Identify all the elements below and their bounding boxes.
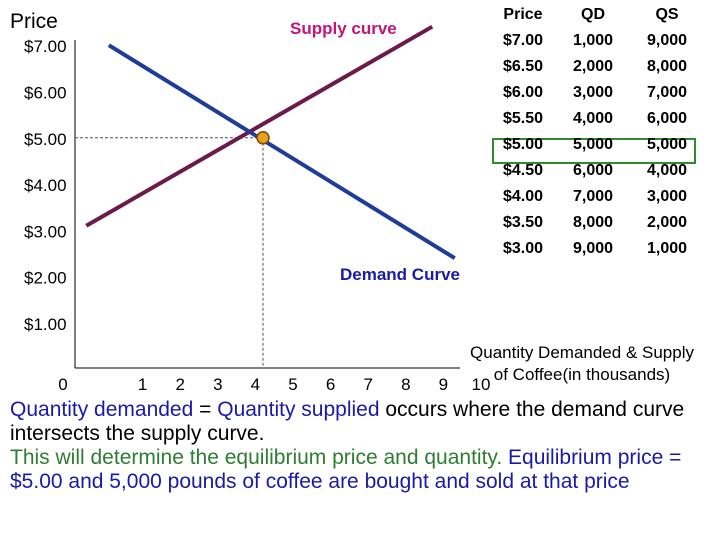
- demand-curve: [107, 43, 456, 260]
- table-cell: 9,000: [572, 240, 614, 257]
- table-cell: 3,000: [646, 188, 688, 205]
- x-tick-label: 4: [251, 375, 260, 394]
- x-tick-label: 7: [363, 375, 372, 394]
- demand-curve-label: Demand Curve: [340, 265, 460, 284]
- table-cell: 2,000: [646, 214, 688, 231]
- note-equals: =: [193, 398, 218, 421]
- caption-line-1: Quantity Demanded & Supply: [470, 343, 694, 362]
- table-cell: 9,000: [646, 32, 688, 49]
- y-tick-label: $5.00: [24, 130, 67, 149]
- table-cell: $5.50: [502, 110, 544, 127]
- table-cell: $4.00: [502, 188, 544, 205]
- table-cell: 2,000: [572, 58, 614, 75]
- header-qd: QD: [581, 6, 605, 23]
- caption-line-2: of Coffee(in thousands): [493, 365, 671, 384]
- table-cell: $5.00: [502, 136, 544, 153]
- x-tick-label: 9: [439, 375, 448, 394]
- note-equilibrium-detail: Equilibrium price = $5.00 and 5,000 poun…: [10, 446, 682, 493]
- y-tick-label: $2.00: [24, 269, 67, 288]
- y-tick-label: $7.00: [24, 37, 67, 56]
- header-price: Price: [503, 6, 543, 23]
- table-cell: $3.50: [502, 214, 544, 231]
- header-qs: QS: [655, 6, 679, 23]
- x-tick-label: 10: [472, 375, 491, 394]
- supply-curve: [85, 24, 434, 228]
- x-tick-label: 2: [175, 375, 184, 394]
- table-cell: 4,000: [572, 110, 614, 127]
- explanation-text: Quantity demanded = Quantity supplied oc…: [10, 398, 710, 494]
- table-cell: 7,000: [646, 84, 688, 101]
- y-tick-label: $3.00: [24, 222, 67, 241]
- x-tick-label: 1: [138, 375, 147, 394]
- table-cell: 5,000: [646, 136, 688, 153]
- table-cell: 6,000: [572, 162, 614, 179]
- x-axis-caption: Quantity Demanded & Supply of Coffee(in …: [448, 342, 716, 386]
- table-cell: 7,000: [572, 188, 614, 205]
- note-qs: Quantity supplied: [217, 398, 380, 421]
- note-paragraph-2: This will determine the equilibrium pric…: [10, 446, 710, 494]
- table-cell: 1,000: [572, 32, 614, 49]
- table-cell: 8,000: [646, 58, 688, 75]
- equilibrium-point: [256, 131, 270, 145]
- y-tick-label: $1.00: [24, 315, 67, 334]
- x-tick-label: 0: [58, 375, 67, 394]
- table-cell: 6,000: [646, 110, 688, 127]
- table-cell: 8,000: [572, 214, 614, 231]
- table-cell: 4,000: [646, 162, 688, 179]
- x-tick-label: 8: [401, 375, 410, 394]
- table-cell: 1,000: [646, 240, 688, 257]
- table-cell: $4.50: [502, 162, 544, 179]
- y-tick-label: $4.00: [24, 176, 67, 195]
- equilibrium-row-highlight: [492, 138, 696, 164]
- table-cell: 5,000: [572, 136, 614, 153]
- note-rest-1: occurs where the demand curve intersects…: [10, 398, 685, 445]
- table-cell: $7.00: [502, 32, 544, 49]
- x-tick-label: 6: [326, 375, 335, 394]
- table-cell: $6.50: [502, 58, 544, 75]
- table-cell: 3,000: [572, 84, 614, 101]
- y-tick-label: $6.00: [24, 84, 67, 103]
- supply-curve-label: Supply curve: [290, 19, 397, 38]
- note-qd: Quantity demanded: [10, 398, 194, 421]
- supply-demand-chart: Price $7.00 $6.00 $5.00 $4.00 $3.00 $2.00 $1.00…: [10, 10, 491, 394]
- note-paragraph-1: Quantity demanded = Quantity supplied oc…: [10, 398, 710, 446]
- note-equilibrium-sentence: This will determine the equilibrium pric…: [10, 446, 503, 469]
- y-axis-title: Price: [10, 10, 58, 33]
- x-tick-label: 5: [288, 375, 297, 394]
- table-cell: $3.00: [502, 240, 544, 257]
- x-tick-label: 3: [213, 375, 222, 394]
- table-cell: $6.00: [502, 84, 544, 101]
